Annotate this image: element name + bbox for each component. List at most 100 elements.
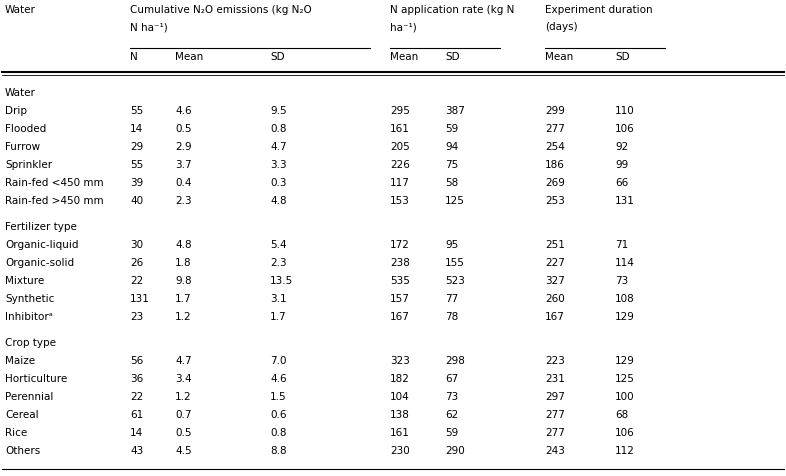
Text: 78: 78	[445, 312, 458, 322]
Text: 62: 62	[445, 410, 458, 420]
Text: 277: 277	[545, 124, 565, 134]
Text: 14: 14	[130, 124, 143, 134]
Text: 73: 73	[445, 392, 458, 402]
Text: 230: 230	[390, 446, 410, 456]
Text: 2.3: 2.3	[270, 258, 287, 268]
Text: 4.5: 4.5	[175, 446, 192, 456]
Text: 260: 260	[545, 294, 565, 304]
Text: 4.6: 4.6	[175, 106, 192, 116]
Text: Inhibitorᵃ: Inhibitorᵃ	[5, 312, 53, 322]
Text: 4.8: 4.8	[270, 196, 287, 206]
Text: 14: 14	[130, 428, 143, 438]
Text: 58: 58	[445, 178, 458, 188]
Text: Mean: Mean	[545, 52, 573, 62]
Text: Horticulture: Horticulture	[5, 374, 68, 384]
Text: 299: 299	[545, 106, 565, 116]
Text: 254: 254	[545, 142, 565, 152]
Text: Mean: Mean	[175, 52, 204, 62]
Text: 129: 129	[615, 312, 635, 322]
Text: 55: 55	[130, 160, 143, 170]
Text: 182: 182	[390, 374, 410, 384]
Text: 55: 55	[130, 106, 143, 116]
Text: 277: 277	[545, 428, 565, 438]
Text: 0.7: 0.7	[175, 410, 192, 420]
Text: 4.8: 4.8	[175, 240, 192, 250]
Text: Drip: Drip	[5, 106, 27, 116]
Text: 59: 59	[445, 428, 458, 438]
Text: 535: 535	[390, 276, 410, 286]
Text: 297: 297	[545, 392, 565, 402]
Text: Organic-liquid: Organic-liquid	[5, 240, 79, 250]
Text: 95: 95	[445, 240, 458, 250]
Text: 75: 75	[445, 160, 458, 170]
Text: 106: 106	[615, 428, 635, 438]
Text: 2.9: 2.9	[175, 142, 192, 152]
Text: 68: 68	[615, 410, 628, 420]
Text: 36: 36	[130, 374, 143, 384]
Text: 298: 298	[445, 356, 465, 366]
Text: SD: SD	[615, 52, 630, 62]
Text: 231: 231	[545, 374, 565, 384]
Text: 77: 77	[445, 294, 458, 304]
Text: 7.0: 7.0	[270, 356, 287, 366]
Text: 0.3: 0.3	[270, 178, 287, 188]
Text: 22: 22	[130, 276, 143, 286]
Text: 186: 186	[545, 160, 565, 170]
Text: 61: 61	[130, 410, 143, 420]
Text: 327: 327	[545, 276, 565, 286]
Text: 40: 40	[130, 196, 143, 206]
Text: 3.3: 3.3	[270, 160, 287, 170]
Text: 523: 523	[445, 276, 465, 286]
Text: N ha⁻¹): N ha⁻¹)	[130, 22, 167, 32]
Text: 238: 238	[390, 258, 410, 268]
Text: 167: 167	[390, 312, 410, 322]
Text: Others: Others	[5, 446, 40, 456]
Text: 67: 67	[445, 374, 458, 384]
Text: ha⁻¹): ha⁻¹)	[390, 22, 417, 32]
Text: Cereal: Cereal	[5, 410, 39, 420]
Text: Maize: Maize	[5, 356, 35, 366]
Text: 0.4: 0.4	[175, 178, 192, 188]
Text: 56: 56	[130, 356, 143, 366]
Text: N application rate (kg N: N application rate (kg N	[390, 5, 514, 15]
Text: Fertilizer type: Fertilizer type	[5, 222, 77, 232]
Text: 155: 155	[445, 258, 465, 268]
Text: 1.2: 1.2	[175, 312, 192, 322]
Text: 104: 104	[390, 392, 410, 402]
Text: 3.7: 3.7	[175, 160, 192, 170]
Text: 43: 43	[130, 446, 143, 456]
Text: 13.5: 13.5	[270, 276, 293, 286]
Text: 243: 243	[545, 446, 565, 456]
Text: 9.8: 9.8	[175, 276, 192, 286]
Text: (days): (days)	[545, 22, 578, 32]
Text: 0.8: 0.8	[270, 124, 287, 134]
Text: 1.7: 1.7	[270, 312, 287, 322]
Text: 161: 161	[390, 428, 410, 438]
Text: 153: 153	[390, 196, 410, 206]
Text: 30: 30	[130, 240, 143, 250]
Text: Experiment duration: Experiment duration	[545, 5, 652, 15]
Text: 223: 223	[545, 356, 565, 366]
Text: 125: 125	[615, 374, 635, 384]
Text: 0.5: 0.5	[175, 124, 192, 134]
Text: 99: 99	[615, 160, 628, 170]
Text: N: N	[130, 52, 138, 62]
Text: 0.8: 0.8	[270, 428, 287, 438]
Text: Flooded: Flooded	[5, 124, 46, 134]
Text: 108: 108	[615, 294, 635, 304]
Text: 9.5: 9.5	[270, 106, 287, 116]
Text: 226: 226	[390, 160, 410, 170]
Text: 73: 73	[615, 276, 628, 286]
Text: 66: 66	[615, 178, 628, 188]
Text: 100: 100	[615, 392, 634, 402]
Text: 22: 22	[130, 392, 143, 402]
Text: 71: 71	[615, 240, 628, 250]
Text: 295: 295	[390, 106, 410, 116]
Text: Rain-fed <450 mm: Rain-fed <450 mm	[5, 178, 104, 188]
Text: 172: 172	[390, 240, 410, 250]
Text: 161: 161	[390, 124, 410, 134]
Text: 3.1: 3.1	[270, 294, 287, 304]
Text: 131: 131	[130, 294, 150, 304]
Text: 167: 167	[545, 312, 565, 322]
Text: 4.7: 4.7	[175, 356, 192, 366]
